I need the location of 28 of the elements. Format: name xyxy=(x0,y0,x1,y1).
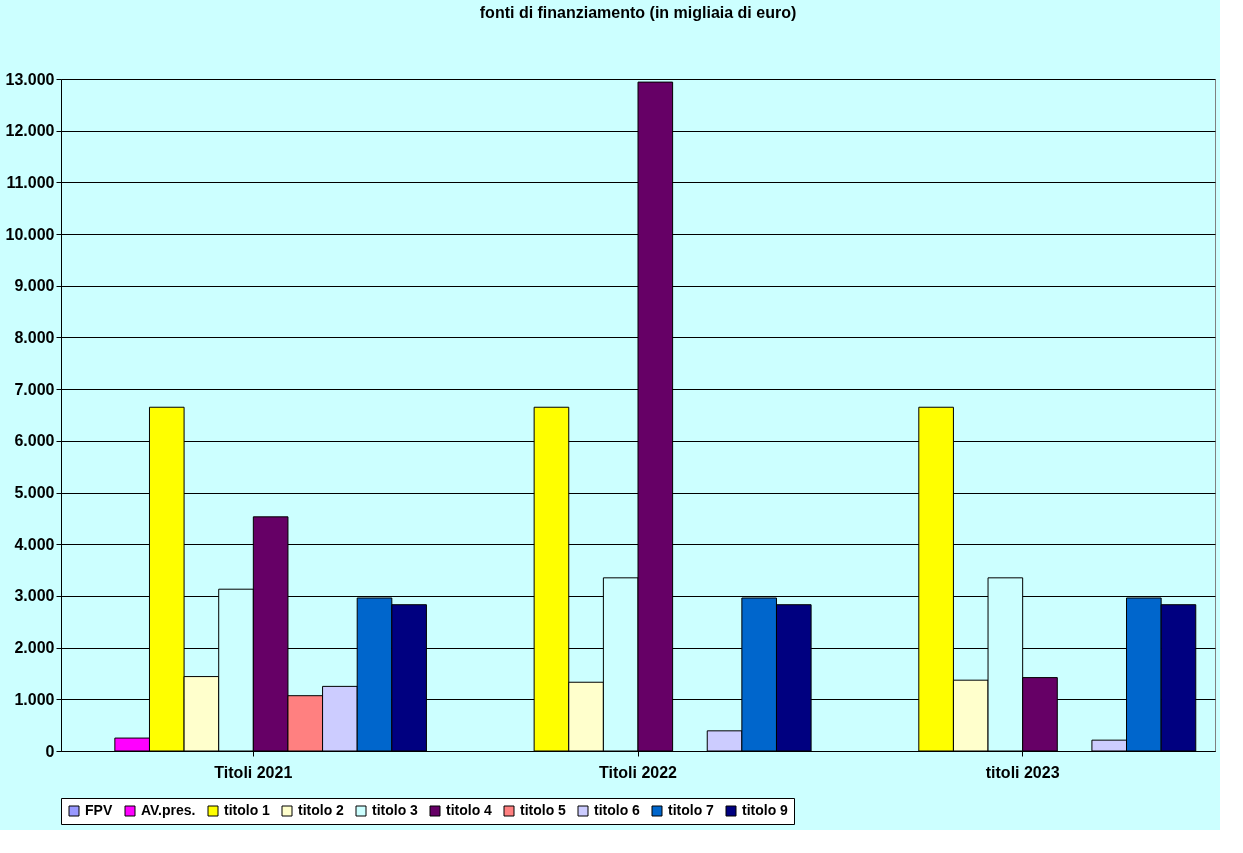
legend-label: titolo 5 xyxy=(520,802,567,818)
y-tick-label: 5.000 xyxy=(14,484,55,502)
legend-label: FPV xyxy=(85,802,113,818)
legend-label: titolo 4 xyxy=(446,802,493,818)
legend-label: titolo 3 xyxy=(372,802,419,818)
legend-label: titolo 9 xyxy=(742,802,789,818)
y-tick-label: 3.000 xyxy=(14,587,55,605)
legend-label: AV.pres. xyxy=(141,802,196,818)
x-tick-label: Titoli 2021 xyxy=(214,763,293,781)
y-tick-label: 2.000 xyxy=(14,639,55,657)
y-tick-label: 11.000 xyxy=(6,173,55,191)
legend-label: titolo 6 xyxy=(594,802,641,818)
legend-label: titolo 7 xyxy=(668,802,715,818)
legend-label: titolo 1 xyxy=(224,802,271,818)
y-tick-label: 10.000 xyxy=(5,225,55,243)
x-tick-label: Titoli 2022 xyxy=(599,763,678,781)
y-tick-label: 4.000 xyxy=(14,535,55,553)
y-tick-label: 0 xyxy=(45,742,55,760)
y-tick-label: 9.000 xyxy=(14,277,55,295)
y-tick-label: 8.000 xyxy=(14,328,55,346)
y-tick-label: 7.000 xyxy=(14,380,55,398)
y-tick-label: 1.000 xyxy=(14,690,55,708)
y-tick-label: 13.000 xyxy=(5,70,55,88)
chart-title: fonti di finanziamento (in migliaia di euro) xyxy=(479,4,797,21)
y-tick-label: 6.000 xyxy=(14,432,55,450)
legend-label: titolo 2 xyxy=(298,802,345,818)
x-tick-label: titoli 2023 xyxy=(985,763,1060,781)
y-tick-label: 12.000 xyxy=(5,122,55,140)
